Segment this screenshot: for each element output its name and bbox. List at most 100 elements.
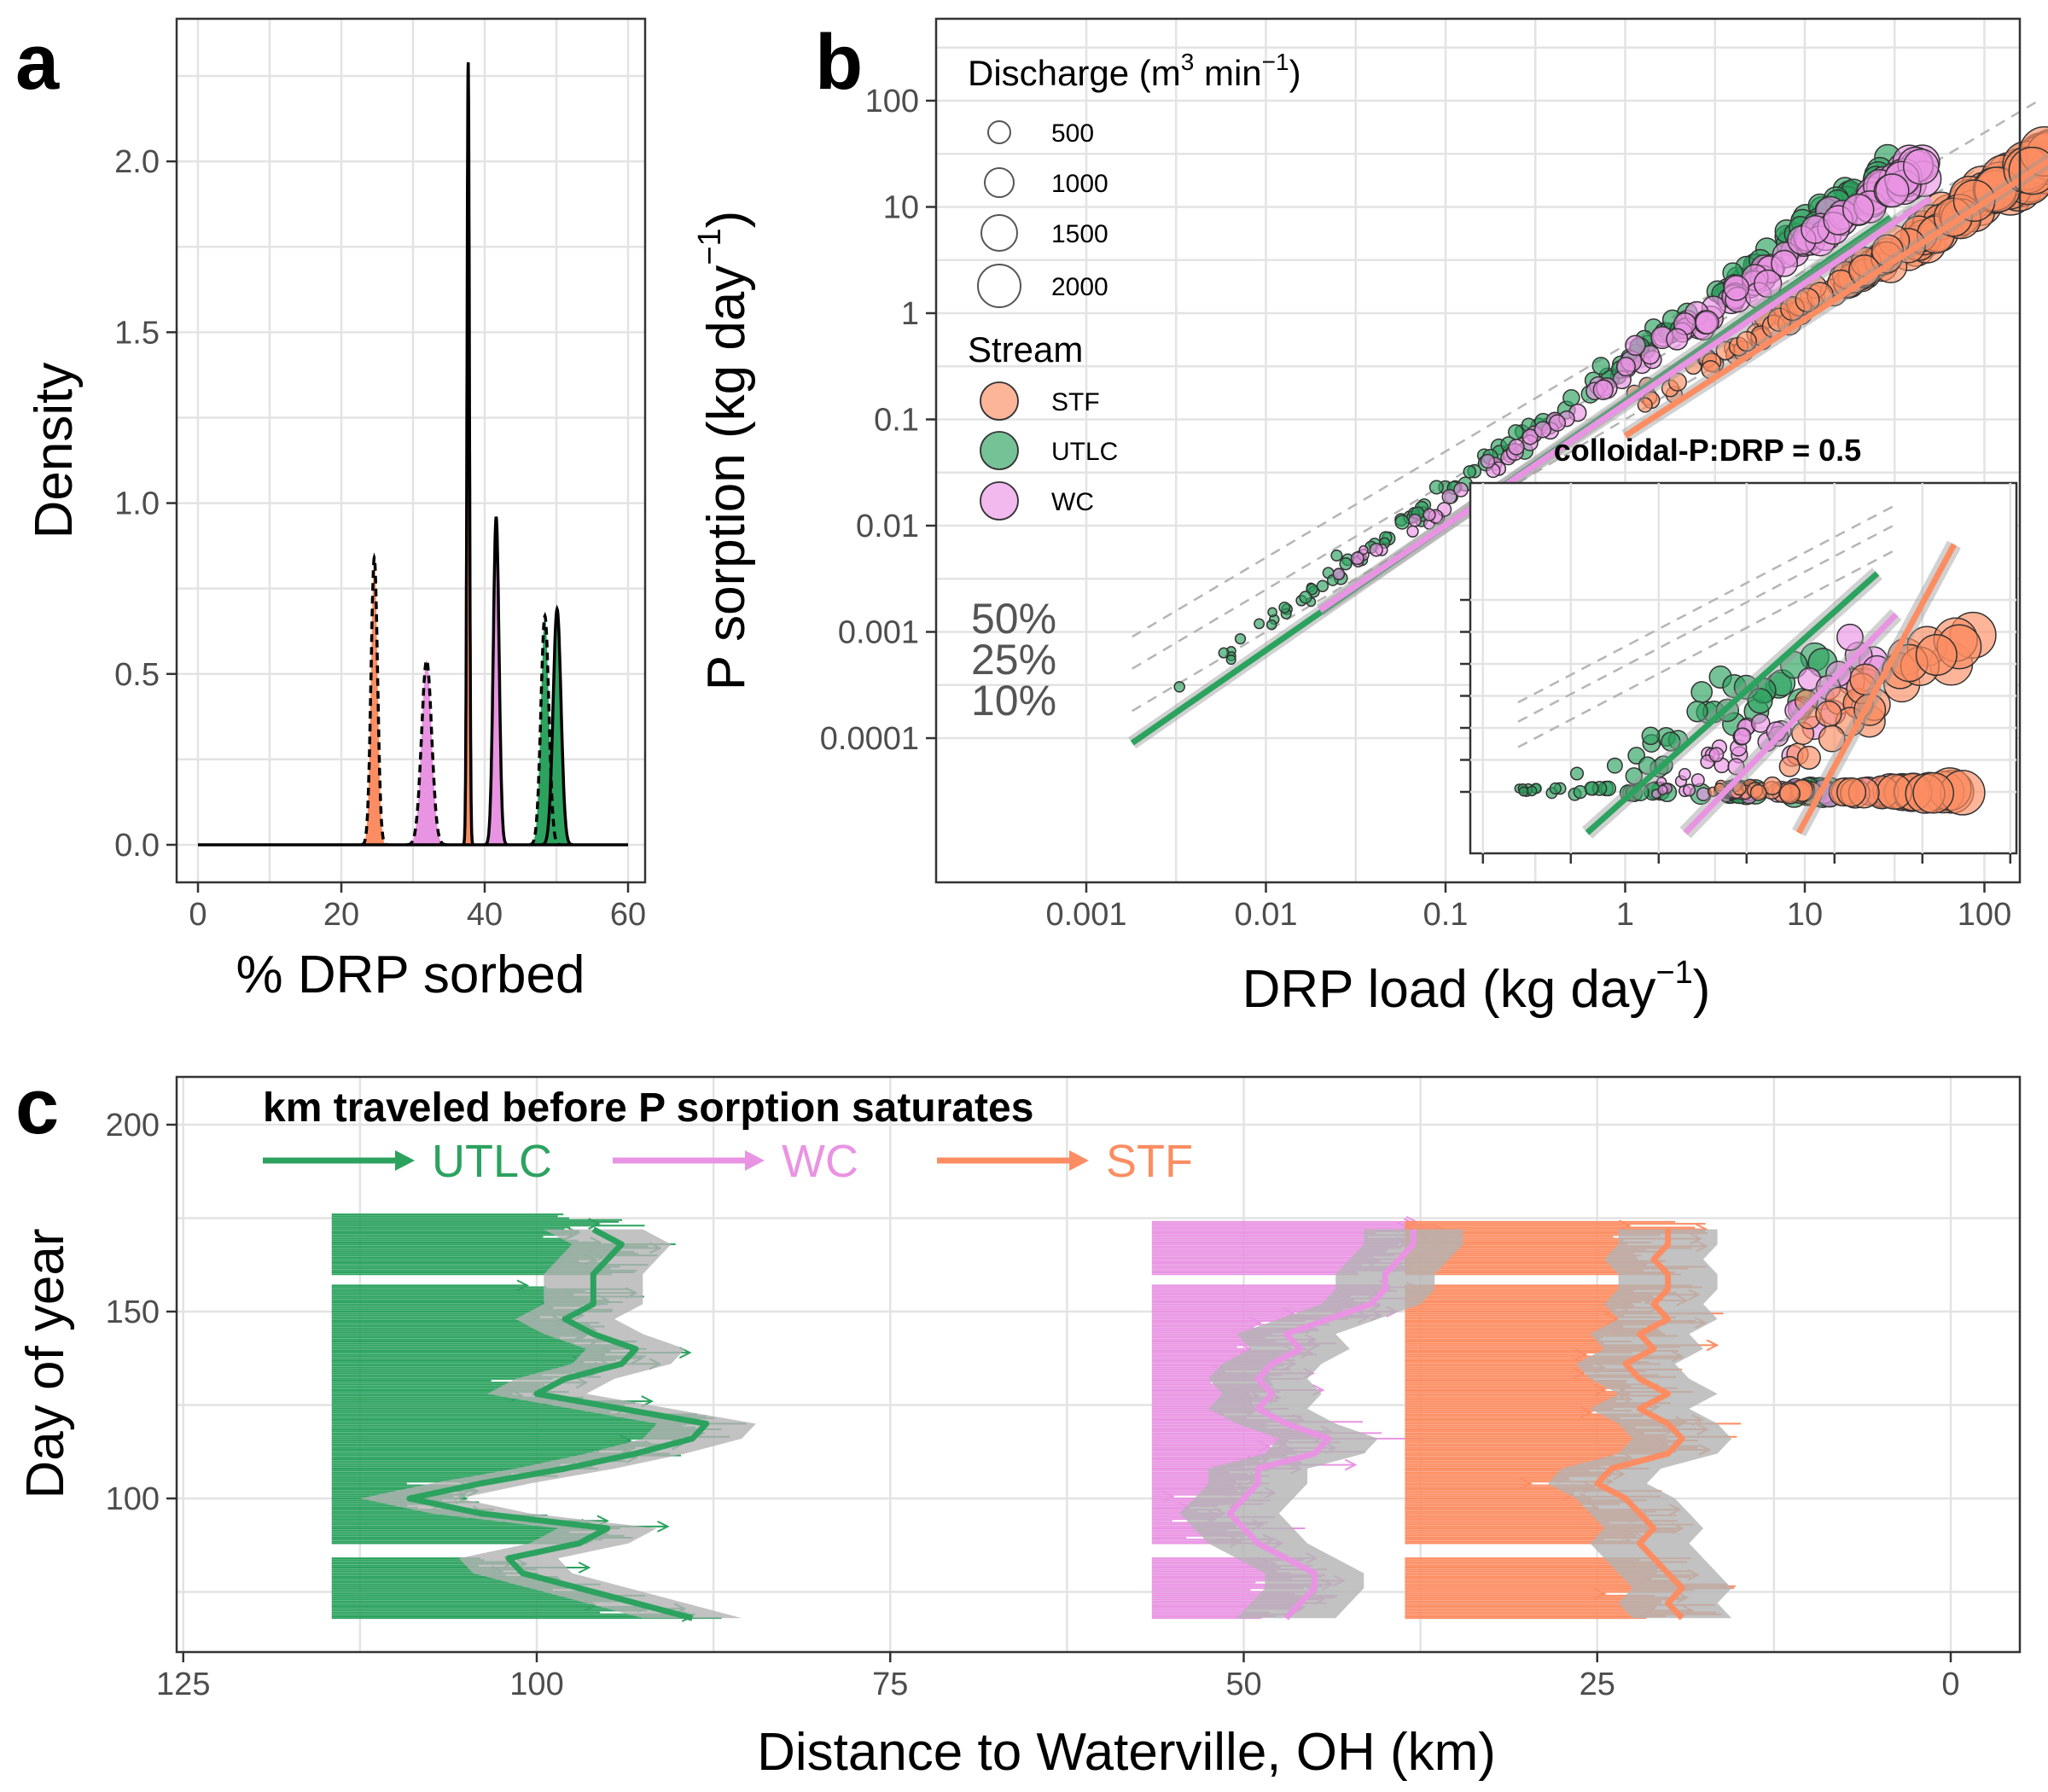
scatter-point-utlc xyxy=(1330,549,1343,562)
inset-point-stf xyxy=(1778,783,1801,805)
panel-b-x-tick-label: 100 xyxy=(1958,897,2011,933)
panel-c-y-axis-label: Day of year xyxy=(16,1228,75,1498)
scatter-point-wc xyxy=(1875,173,1910,208)
scatter-point-wc xyxy=(1666,328,1689,351)
panel-b-y-tick-label: 0.001 xyxy=(838,615,919,651)
panel-c-legend-label-wc: WC xyxy=(782,1136,858,1187)
scatter-point-wc xyxy=(1548,414,1567,432)
panel-c-y-tick-label: 150 xyxy=(106,1295,160,1330)
panel-c-x-tick-label: 25 xyxy=(1580,1667,1615,1702)
scatter-point-utlc xyxy=(1428,480,1444,495)
inset-point-stf xyxy=(1815,700,1842,728)
legend-discharge-label: 1000 xyxy=(1051,170,1108,198)
sorption-scatter-panel: 50%25%10% colloidal-P:DRP = 0.5 Discharg… xyxy=(692,17,2048,1019)
panel-b-y-tick-label: 0.01 xyxy=(856,509,919,544)
panel-a-x-tick-label: 60 xyxy=(610,897,646,933)
inset-point-stf xyxy=(1915,633,1958,677)
scatter-point-wc xyxy=(1754,269,1783,299)
panel-b-x-tick-label: 0.01 xyxy=(1235,897,1298,933)
fit-line-stf xyxy=(1623,157,2048,439)
inset-point-wc xyxy=(1708,747,1725,763)
panel-c-x-tick-label: 100 xyxy=(509,1667,563,1702)
panel-c-legend-label-stf: STF xyxy=(1106,1136,1193,1187)
scatter-point-wc xyxy=(1771,249,1799,277)
legend-discharge-symbol xyxy=(984,167,1015,198)
scatter-point-wc xyxy=(1423,508,1436,521)
panel-a-y-tick-label: 0.5 xyxy=(114,657,160,693)
scatter-point-stf xyxy=(1795,288,1820,313)
legend-discharge-title-part: 3 xyxy=(1181,49,1195,75)
legend-discharge-label: 2000 xyxy=(1051,273,1108,301)
inset-fit-line-stf xyxy=(1795,543,1958,835)
scatter-point-wc xyxy=(1592,379,1614,400)
reference-line-label: 50% xyxy=(971,595,1056,643)
panel-c-legend-arrowhead-wc xyxy=(745,1150,765,1171)
panel-a-x-tick-label: 20 xyxy=(323,897,359,933)
inset-point-wc xyxy=(1750,713,1771,733)
inset-title: colloidal-P:DRP = 0.5 xyxy=(1554,433,1861,468)
scatter-point-utlc xyxy=(1225,655,1236,666)
travel-distance-panel: 125 100 75 50 25 0 100 150 200 km traveled befor… xyxy=(16,1075,2022,1782)
scatter-point-utlc xyxy=(1173,681,1185,693)
legend-discharge-title-part: Discharge (m xyxy=(968,53,1181,93)
panel-c-legend-label-utlc: UTLC xyxy=(432,1136,552,1187)
inset-point-wc xyxy=(1690,773,1705,788)
inset-point-utlc xyxy=(1747,688,1773,714)
reference-line-label: 10% xyxy=(971,677,1056,724)
density-area-utlc xyxy=(529,615,561,845)
inset-point-utlc xyxy=(1625,767,1644,785)
panel-c-legend-title: km traveled before P sorption saturates xyxy=(263,1085,1033,1131)
scatter-point-stf xyxy=(1637,397,1653,413)
density-curve-stf-solid xyxy=(462,61,474,846)
smooth-line-utlc xyxy=(406,1226,710,1621)
scatter-point-wc xyxy=(1359,544,1369,556)
scatter-point-utlc xyxy=(1254,618,1265,630)
panel-c-x-tick-label: 0 xyxy=(1941,1667,1959,1702)
panel-b-frame xyxy=(934,17,2022,884)
scatter-point-wc xyxy=(1615,357,1636,377)
legend-stream-title: Stream xyxy=(968,329,1083,369)
travel-arrowhead-stf xyxy=(1706,1339,1719,1352)
panel-c-x-axis-label: Distance to Waterville, OH (km) xyxy=(757,1723,1496,1782)
scatter-point-utlc xyxy=(1316,579,1329,592)
inset-point-utlc xyxy=(1661,731,1681,752)
scatter-point-utlc xyxy=(1394,515,1410,530)
panel-b-x-tick-label: 0.1 xyxy=(1423,897,1469,933)
panel-b-x-tick-label: 1 xyxy=(1616,897,1634,933)
density-curve-wc-solid xyxy=(484,516,509,847)
reference-line-label: 25% xyxy=(971,636,1056,684)
inset-fit-line-utlc xyxy=(1585,571,1880,835)
panel-c-y-tick-label: 200 xyxy=(106,1108,160,1143)
legend-discharge-label: 500 xyxy=(1051,119,1094,148)
density-panel: 0 20 40 60 0.0 0.5 1.0 1.5 2.0 % DRP sorbed Dens… xyxy=(25,17,647,1004)
inset-point-stf xyxy=(1912,771,1955,814)
scatter-point-wc xyxy=(1533,421,1551,439)
panel-label-c: c xyxy=(15,1063,59,1150)
scatter-point-wc xyxy=(1508,439,1525,456)
density-curve-utlc-solid xyxy=(541,604,573,847)
panel-b-y-tick-label: 0.1 xyxy=(874,403,919,439)
inset-point-stf xyxy=(1732,781,1747,796)
panel-b-y-tick-label: 10 xyxy=(883,190,919,226)
travel-arrowhead-wc xyxy=(1344,1458,1358,1471)
inset-point-utlc xyxy=(1690,681,1713,703)
scatter-point-wc xyxy=(1350,551,1364,566)
travel-arrowhead-utlc xyxy=(657,1520,670,1533)
panel-a-x-axis-label: % DRP sorbed xyxy=(236,945,585,1004)
travel-arrowhead-utlc xyxy=(578,1562,591,1574)
smooth-line-stf xyxy=(1594,1229,1685,1620)
legend-discharge-label: 1500 xyxy=(1051,220,1108,248)
panel-a-y-tick-label: 1.0 xyxy=(114,486,160,522)
panel-a-x-tick-label: 40 xyxy=(467,897,503,933)
density-area-wc xyxy=(406,660,447,845)
panel-b-x-label-end: ) xyxy=(1693,960,1711,1019)
panel-a-y-tick-label: 0.0 xyxy=(114,828,160,864)
legend-stream-label: UTLC xyxy=(1051,438,1118,466)
density-area-stf xyxy=(361,557,387,845)
panel-a-y-tick-label: 2.0 xyxy=(114,144,160,180)
panel-b-y-label-text: P sorption (kg day xyxy=(697,265,756,691)
panel-label-a: a xyxy=(15,19,60,106)
scatter-point-utlc xyxy=(1562,389,1580,407)
scatter-point-wc xyxy=(1480,453,1496,469)
legend-discharge-symbol xyxy=(980,214,1018,252)
